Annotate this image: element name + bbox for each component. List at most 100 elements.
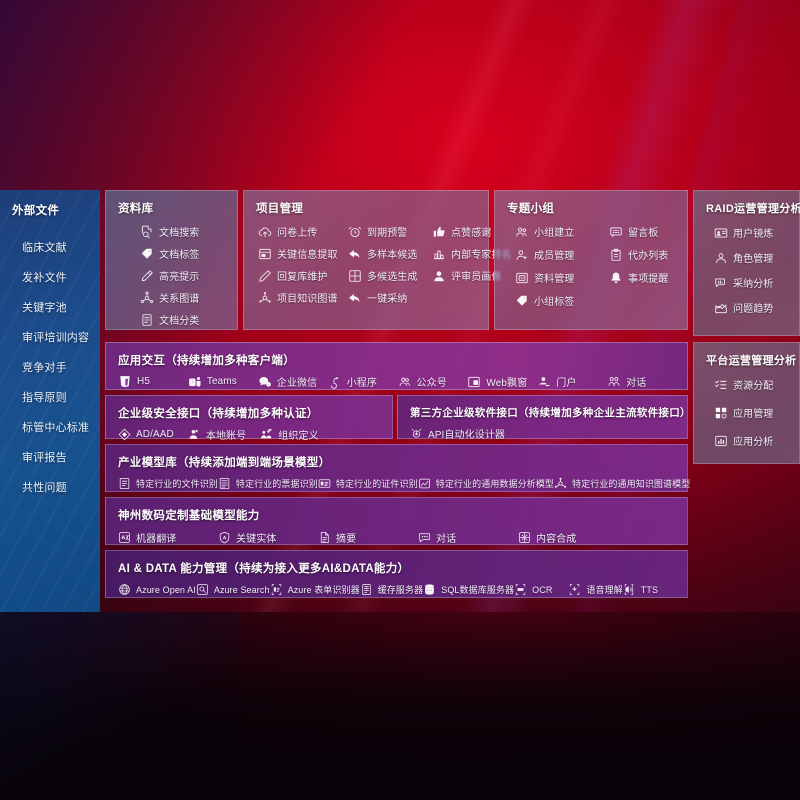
industry-item[interactable]: 特定行业的票据识别 [218, 477, 318, 490]
raid-item[interactable]: 采纳分析 [714, 275, 789, 290]
industry-item[interactable]: 特定行业的通用数据分析模型 [418, 477, 554, 490]
app-interaction-item[interactable]: 公众号 [398, 374, 468, 389]
project-item[interactable]: 问卷上传 [258, 224, 346, 239]
ranking-icon [432, 247, 446, 261]
panel-third-party-interface: 第三方企业级软件接口（持续增加多种企业主流软件接口） API自动化设计器 [397, 395, 691, 441]
panel-group-title: 专题小组 [507, 203, 555, 215]
industry-item[interactable]: 特定行业的文件识别 [118, 477, 218, 490]
app-interaction-item[interactable]: 企业微信 [258, 374, 328, 389]
third-party-item[interactable]: API自动化设计器 [410, 426, 505, 441]
project-item-label: 到期预警 [367, 228, 408, 239]
library-item[interactable]: 文档分类 [140, 312, 227, 327]
document-list-icon [140, 313, 154, 327]
group-item[interactable]: 成员管理 [515, 247, 605, 262]
platform-item-label: 应用管理 [733, 409, 774, 420]
group-item-label: 小组标签 [534, 297, 575, 308]
ai-data-item[interactable]: TTS [623, 583, 677, 596]
ai-data-item[interactable]: Azure 表单识别器 [270, 583, 360, 596]
sidebar-item[interactable]: 标管中心标准 [22, 422, 90, 434]
pen-highlight-icon [140, 269, 154, 283]
id-card-recognition-icon [318, 477, 331, 490]
platform-item[interactable]: 应用管理 [714, 405, 789, 420]
org-define-icon [260, 428, 273, 441]
platform-item[interactable]: 应用分析 [714, 433, 789, 448]
adopt-arrow-icon [348, 291, 362, 305]
platform-item[interactable]: 资源分配 [714, 377, 789, 392]
panel-industry-title: 产业模型库（持续添加端到端场景模型） [118, 457, 331, 469]
sidebar-item[interactable]: 审评报告 [22, 452, 67, 464]
industry-item-label: 特定行业的文件识别 [136, 479, 218, 489]
app-interaction-item[interactable]: Web飘窗 [467, 374, 537, 389]
ai-data-item[interactable]: 语音理解 [568, 583, 623, 596]
library-item[interactable]: 高亮提示 [140, 268, 227, 283]
ai-data-item[interactable]: SQL数据库服务器 [423, 583, 514, 596]
base-model-item[interactable]: 对话 [418, 530, 518, 545]
group-item[interactable]: 资料管理 [515, 270, 605, 285]
ai-data-item[interactable]: Azure Open AI [118, 583, 196, 596]
web-popup-icon [467, 375, 481, 389]
sidebar-item[interactable]: 关键字池 [22, 302, 67, 314]
industry-item-label: 特定行业的票据识别 [235, 479, 318, 489]
ai-data-item-label: Azure Open AI [136, 584, 196, 595]
library-item[interactable]: 文档搜索 [140, 224, 227, 239]
app-interaction-item-label: 企业微信 [276, 378, 318, 389]
group-item[interactable]: 事项提醒 [609, 270, 677, 285]
sidebar-title: 外部文件 [12, 205, 60, 217]
sidebar-item[interactable]: 共性问题 [22, 482, 67, 494]
security-item[interactable]: 组织定义 [260, 427, 319, 442]
group-item[interactable]: 小组标签 [515, 293, 605, 308]
project-item[interactable]: 项目知识图谱 [258, 290, 346, 305]
project-item[interactable]: 一键采纳 [348, 290, 430, 305]
base-model-item[interactable]: 摘要 [318, 530, 418, 545]
project-item[interactable]: 到期预警 [348, 224, 430, 239]
ai-data-item[interactable]: Azure Search [196, 583, 270, 596]
ai-data-item-label: Azure 表单识别器 [287, 585, 360, 595]
app-interaction-item[interactable]: Teams [188, 374, 258, 389]
base-model-item[interactable]: 内容合成 [518, 530, 618, 545]
project-item[interactable]: 评审员画像 [432, 268, 512, 283]
group-item[interactable]: 代办列表 [609, 247, 677, 262]
project-item[interactable]: 内部专家排名 [432, 246, 512, 261]
project-item-label: 点赞感谢 [451, 228, 492, 239]
project-item-label: 多样本候选 [367, 250, 418, 261]
project-item-label: 内部专家排名 [451, 250, 512, 261]
sidebar-item[interactable]: 竞争对手 [22, 362, 67, 374]
group-item[interactable]: 小组建立 [515, 224, 605, 239]
ai-data-item[interactable]: OCR [514, 583, 568, 596]
raid-item[interactable]: 问题趋势 [714, 300, 789, 315]
app-interaction-item[interactable]: 对话 [607, 374, 677, 389]
project-item[interactable]: 多候选生成 [348, 268, 430, 283]
project-item[interactable]: 关键信息提取 [258, 246, 346, 261]
base-model-item[interactable]: 关键实体 [218, 530, 318, 545]
ai-data-item[interactable]: 缓存服务器 [360, 583, 424, 596]
project-item[interactable]: 点赞感谢 [432, 224, 512, 239]
base-model-item[interactable]: 机器翻译 [118, 530, 218, 545]
industry-item[interactable]: 特定行业的证件识别 [318, 477, 418, 490]
app-interaction-item[interactable]: 小程序 [328, 374, 398, 389]
thumbs-up-icon [432, 225, 446, 239]
panel-app-interaction: 应用交互（持续增加多种客户端） H5 Teams 企业微信 小程序 公众号 Web飘窗 门户… [105, 342, 688, 390]
panel-ai-data-title: AI & DATA 能力管理（持续为接入更多AI&DATA能力） [118, 563, 410, 575]
sidebar-item[interactable]: 发补文件 [22, 272, 67, 284]
azure-ad-icon [118, 428, 131, 441]
ai-data-item-label: 缓存服务器 [377, 585, 424, 595]
raid-item[interactable]: 用户镜炼 [714, 225, 789, 240]
app-interaction-item[interactable]: 门户 [537, 374, 607, 389]
library-item[interactable]: 关系图谱 [140, 290, 227, 305]
sidebar-item[interactable]: 审评培训内容 [22, 332, 90, 344]
raid-item-label: 采纳分析 [733, 279, 774, 290]
security-item[interactable]: 本地账号 [188, 427, 246, 442]
sidebar-item[interactable]: 指导原则 [22, 392, 67, 404]
project-item[interactable]: 多样本候选 [348, 246, 430, 261]
bbs-board-icon [609, 225, 623, 239]
panel-project-management: 项目管理 问卷上传 到期预警 点赞感谢 关键信息提取 多样本候选 内部专家排名 回复库维护 多… [243, 190, 512, 330]
sidebar-item[interactable]: 临床文献 [22, 242, 67, 254]
library-item[interactable]: 文档标签 [140, 246, 227, 261]
industry-item[interactable]: 特定行业的通用知识图谱模型 [554, 477, 690, 490]
security-item[interactable]: AD/AAD [118, 427, 174, 442]
app-interaction-item[interactable]: H5 [118, 374, 188, 389]
group-item[interactable]: 留言板 [609, 224, 677, 239]
project-item[interactable]: 回复库维护 [258, 268, 346, 283]
panel-topic-group: 专题小组 小组建立 留言板 成员管理 代办列表 资料管理 事项提醒小组标签 [494, 190, 688, 330]
raid-item[interactable]: 角色管理 [714, 250, 789, 265]
